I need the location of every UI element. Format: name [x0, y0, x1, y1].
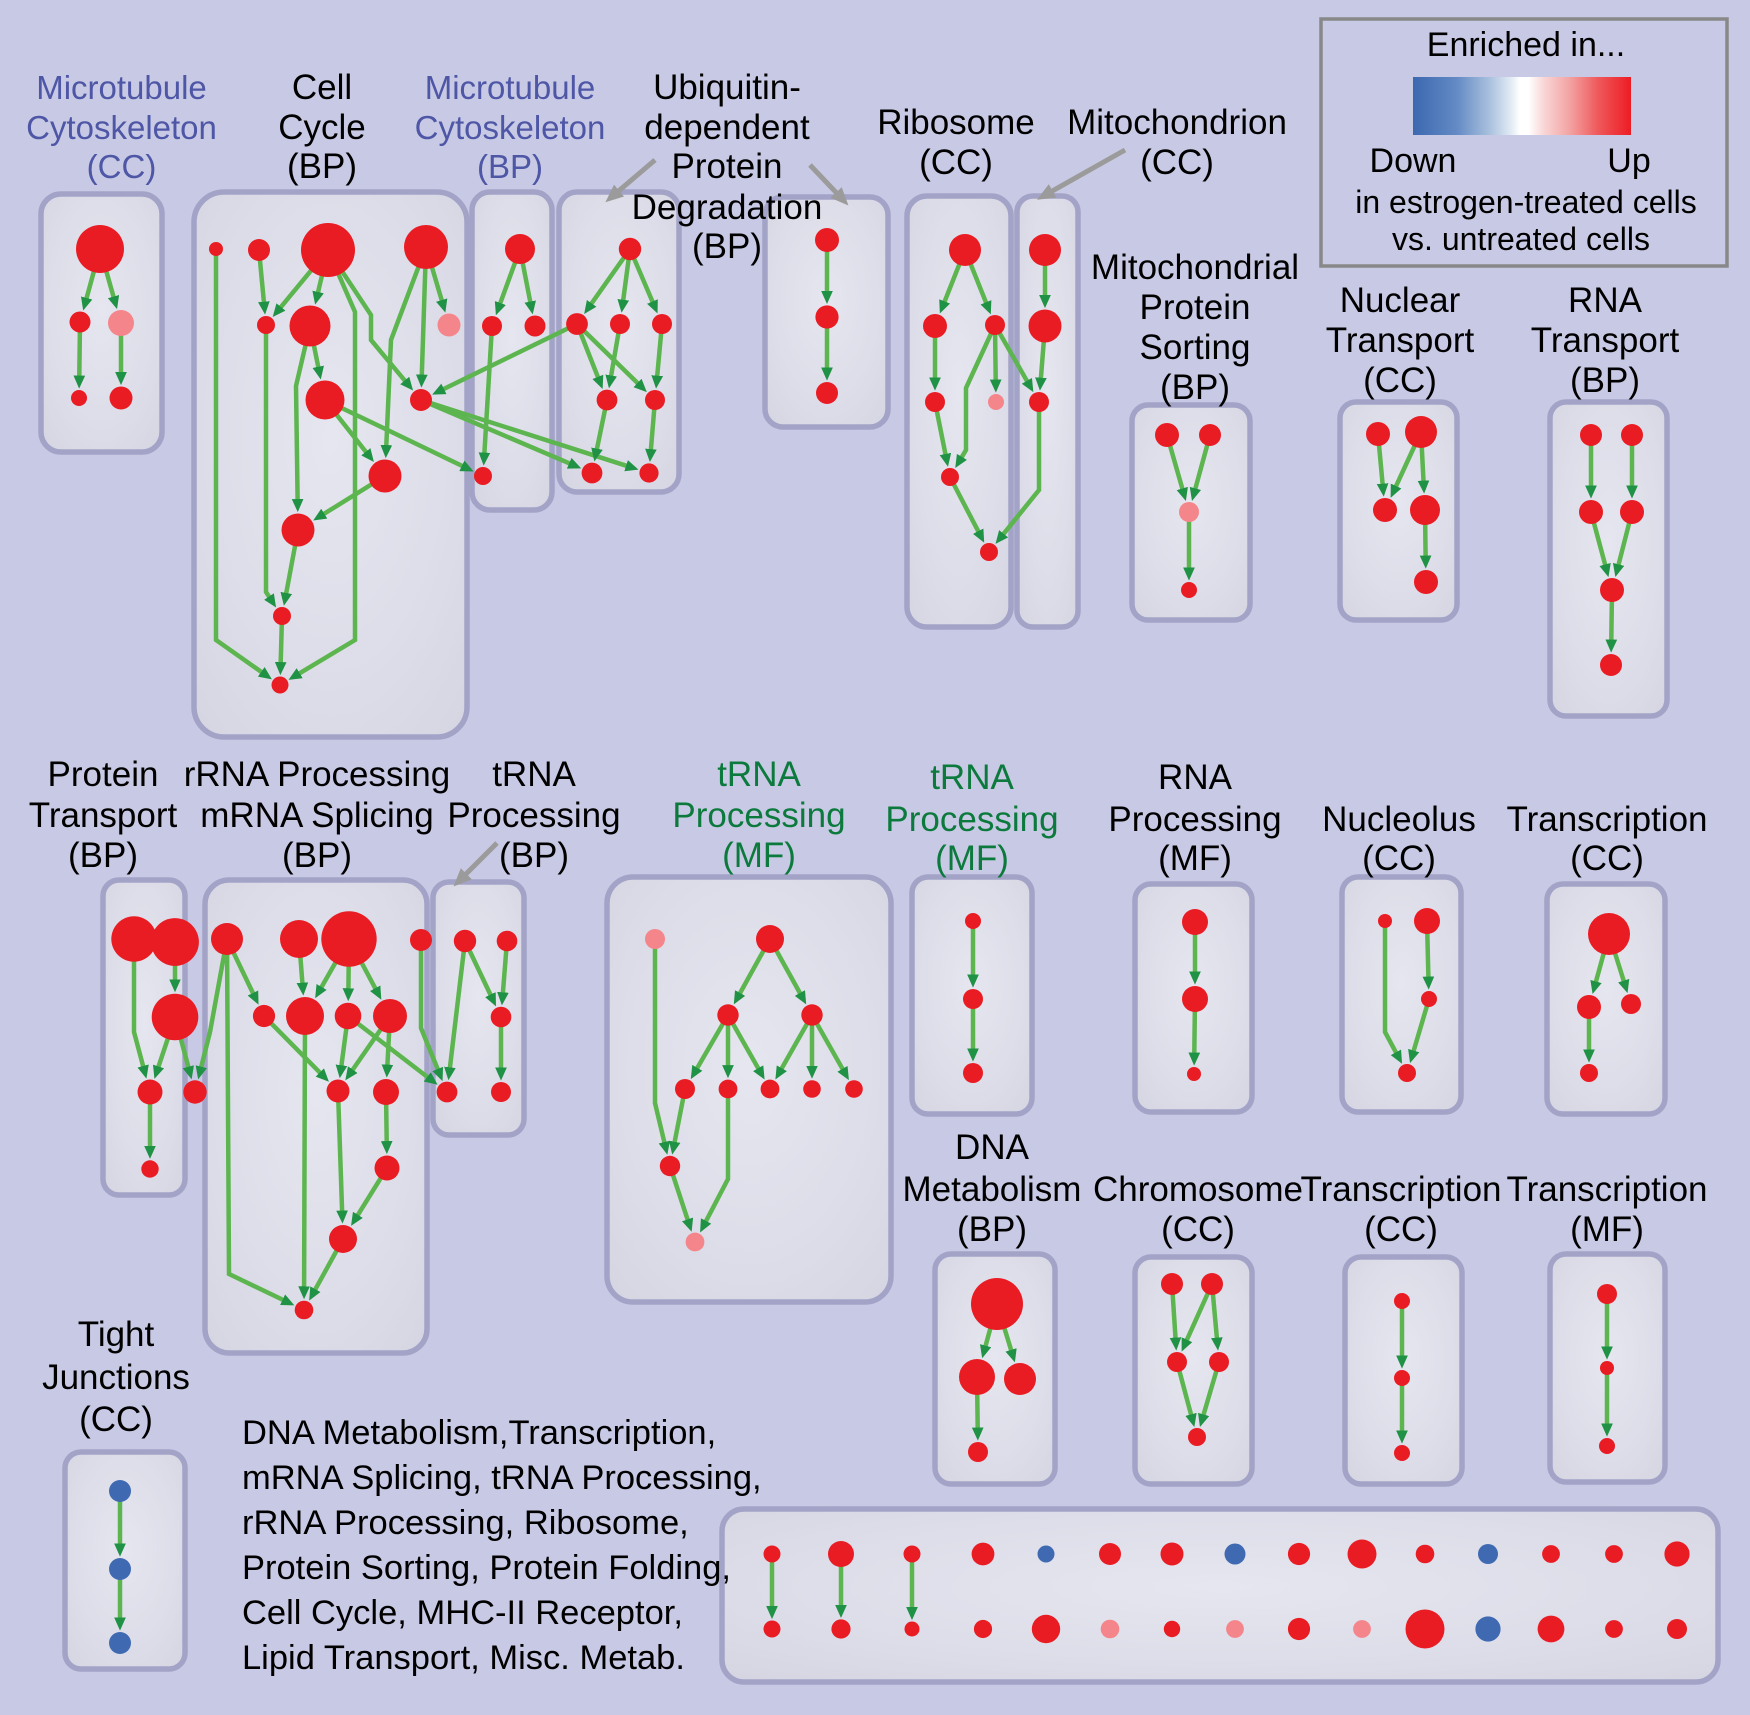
svg-text:(CC): (CC)	[1140, 143, 1214, 182]
svg-text:Metabolism: Metabolism	[903, 1170, 1082, 1209]
svg-text:Transcription: Transcription	[1301, 1170, 1502, 1209]
svg-text:Transport: Transport	[29, 796, 178, 835]
svg-text:rRNA Processing: rRNA Processing	[184, 755, 450, 794]
svg-text:Transcription: Transcription	[1507, 1170, 1708, 1209]
svg-text:RNA: RNA	[1158, 758, 1233, 797]
svg-text:(BP): (BP)	[282, 836, 352, 875]
svg-text:(BP): (BP)	[957, 1210, 1027, 1249]
svg-text:(CC): (CC)	[1364, 1210, 1438, 1249]
svg-text:(MF): (MF)	[1158, 839, 1232, 878]
svg-text:(CC): (CC)	[1362, 839, 1436, 878]
svg-text:tRNA: tRNA	[717, 755, 801, 794]
svg-text:Enriched in...: Enriched in...	[1427, 26, 1625, 64]
svg-text:Tight: Tight	[78, 1315, 155, 1354]
svg-text:Down: Down	[1370, 142, 1457, 180]
svg-text:Ribosome: Ribosome	[877, 103, 1035, 142]
svg-text:RNA: RNA	[1568, 281, 1643, 320]
svg-text:Transport: Transport	[1531, 321, 1680, 360]
svg-text:Cell: Cell	[292, 68, 352, 107]
svg-text:Ubiquitin-: Ubiquitin-	[653, 68, 801, 107]
svg-text:Protein Sorting, Protein Foldi: Protein Sorting, Protein Folding,	[242, 1549, 731, 1587]
svg-text:Processing: Processing	[885, 800, 1058, 839]
svg-text:(MF): (MF)	[722, 836, 796, 875]
svg-text:(CC): (CC)	[1570, 839, 1644, 878]
svg-text:Junctions: Junctions	[42, 1358, 190, 1397]
svg-text:Cycle: Cycle	[278, 108, 366, 147]
svg-text:in estrogen-treated cells: in estrogen-treated cells	[1355, 184, 1697, 220]
svg-text:Degradation: Degradation	[632, 188, 823, 227]
svg-text:vs. untreated cells: vs. untreated cells	[1392, 221, 1650, 257]
svg-text:(CC): (CC)	[919, 143, 993, 182]
svg-text:Nuclear: Nuclear	[1340, 281, 1461, 320]
svg-text:Transport: Transport	[1326, 321, 1475, 360]
svg-text:Nucleolus: Nucleolus	[1322, 800, 1476, 839]
svg-text:mRNA Splicing: mRNA Splicing	[200, 796, 433, 835]
svg-text:Transcription: Transcription	[1507, 800, 1708, 839]
svg-text:DNA: DNA	[955, 1128, 1030, 1167]
svg-text:(MF): (MF)	[1570, 1210, 1644, 1249]
svg-text:(BP): (BP)	[68, 836, 138, 875]
svg-text:Processing: Processing	[672, 796, 845, 835]
svg-text:Up: Up	[1607, 142, 1650, 180]
svg-text:Sorting: Sorting	[1140, 328, 1251, 367]
svg-text:tRNA: tRNA	[930, 758, 1014, 797]
svg-text:(CC): (CC)	[79, 1400, 153, 1439]
svg-text:(BP): (BP)	[1570, 361, 1640, 400]
svg-text:dependent: dependent	[644, 108, 810, 147]
svg-text:(BP): (BP)	[499, 836, 569, 875]
svg-text:Lipid Transport, Misc. Metab.: Lipid Transport, Misc. Metab.	[242, 1639, 685, 1677]
svg-text:Processing: Processing	[1108, 800, 1281, 839]
svg-text:Protein: Protein	[48, 755, 159, 794]
svg-text:rRNA Processing, Ribosome,: rRNA Processing, Ribosome,	[242, 1504, 689, 1542]
svg-text:Microtubule: Microtubule	[36, 69, 207, 106]
svg-text:mRNA Splicing, tRNA Processing: mRNA Splicing, tRNA Processing,	[242, 1459, 762, 1497]
svg-text:Chromosome: Chromosome	[1093, 1170, 1303, 1209]
svg-text:(BP): (BP)	[1160, 368, 1230, 407]
svg-text:(BP): (BP)	[477, 148, 543, 185]
svg-text:(BP): (BP)	[692, 227, 762, 266]
svg-text:tRNA: tRNA	[492, 755, 576, 794]
svg-text:Cytoskeleton: Cytoskeleton	[415, 109, 606, 146]
svg-text:Mitochondrial: Mitochondrial	[1091, 248, 1299, 287]
svg-text:DNA Metabolism,Transcription,: DNA Metabolism,Transcription,	[242, 1414, 716, 1452]
svg-text:Mitochondrion: Mitochondrion	[1067, 103, 1287, 142]
svg-text:(CC): (CC)	[87, 148, 157, 185]
svg-text:Microtubule: Microtubule	[425, 69, 596, 106]
svg-text:(CC): (CC)	[1161, 1210, 1235, 1249]
svg-text:Processing: Processing	[447, 796, 620, 835]
svg-text:Protein: Protein	[1140, 288, 1251, 327]
svg-text:Cytoskeleton: Cytoskeleton	[26, 109, 217, 146]
svg-text:(CC): (CC)	[1363, 361, 1437, 400]
svg-text:(BP): (BP)	[287, 147, 357, 186]
svg-text:(MF): (MF)	[935, 839, 1009, 878]
svg-text:Cell Cycle, MHC-II Receptor,: Cell Cycle, MHC-II Receptor,	[242, 1594, 683, 1632]
svg-text:Protein: Protein	[672, 147, 783, 186]
